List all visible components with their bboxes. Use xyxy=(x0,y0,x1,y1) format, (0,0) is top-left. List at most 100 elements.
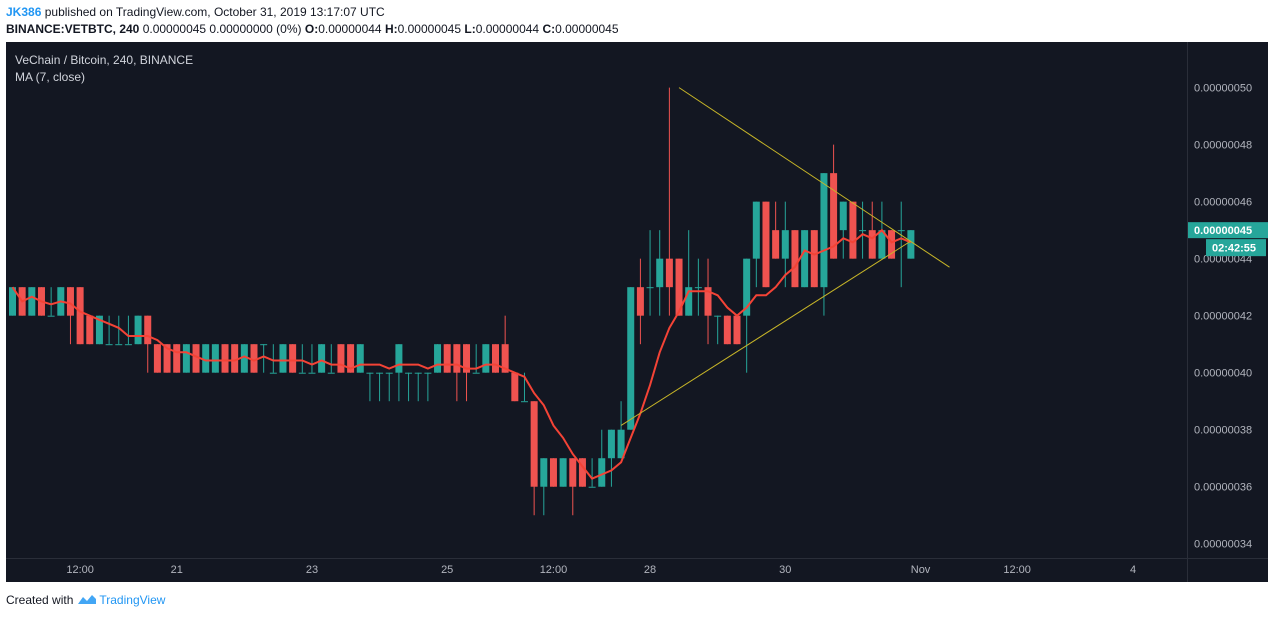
candle-body xyxy=(520,401,528,403)
candle-body xyxy=(540,458,548,487)
candle-body xyxy=(47,315,55,317)
candle-body xyxy=(501,344,509,373)
candle-body xyxy=(704,287,712,316)
c-value: 0.00000045 xyxy=(555,22,619,36)
publish-info: JK386 published on TradingView.com, Octo… xyxy=(6,5,385,19)
candle-body xyxy=(86,315,94,345)
candle-body xyxy=(182,344,190,373)
candle-body xyxy=(144,315,152,345)
candle-body xyxy=(289,344,297,373)
h-value: 0.00000045 xyxy=(397,22,462,36)
candle-body xyxy=(279,344,287,373)
candle-body xyxy=(791,230,799,288)
candle-body xyxy=(192,344,200,373)
price-tick-label: 0.00000050 xyxy=(1194,83,1252,95)
candle-body xyxy=(298,372,306,374)
candle-body xyxy=(337,344,345,373)
candle-body xyxy=(772,230,780,259)
candle-body xyxy=(385,372,393,374)
candle-body xyxy=(202,344,210,373)
candle-body xyxy=(549,458,557,487)
ohlc-line: BINANCE:VETBTC, 240 0.00000045 0.0000000… xyxy=(6,22,619,36)
price-tick-label: 0.00000038 xyxy=(1194,425,1252,437)
candle-body xyxy=(839,201,847,231)
footer: Created with TradingView xyxy=(6,593,165,608)
author-name[interactable]: JK386 xyxy=(6,5,42,19)
candle-body xyxy=(849,201,857,259)
candle-body xyxy=(453,344,461,373)
time-tick-label: 30 xyxy=(779,564,791,576)
time-tick-label: 4 xyxy=(1130,564,1136,576)
trendline-upper xyxy=(678,87,950,268)
candle-body xyxy=(685,287,693,316)
time-tick-label: 12:00 xyxy=(1003,564,1031,576)
candle-body xyxy=(28,287,36,316)
chart-panel[interactable]: 0.00000050 0.00000048 0.00000046 0.00000044… xyxy=(6,42,1268,582)
change-text: 0.00000045 0.00000000 (0%) xyxy=(142,22,302,36)
candle-body xyxy=(124,344,132,346)
candle-body xyxy=(830,173,838,259)
candle-body xyxy=(733,315,741,345)
candle-body xyxy=(76,287,84,345)
price-tick-label: 0.00000034 xyxy=(1194,539,1252,551)
price-tick-label: 0.00000046 xyxy=(1194,197,1252,209)
candle-body xyxy=(694,287,702,289)
published-text: published on TradingView.com, October 31… xyxy=(44,5,385,19)
candle-body xyxy=(888,230,896,259)
candle-body xyxy=(859,230,867,232)
time-tick-label: 23 xyxy=(306,564,318,576)
candle-body xyxy=(395,344,403,373)
candle-body xyxy=(443,344,451,373)
last-price-label: 0.00000045 xyxy=(1194,225,1252,237)
time-tick-label: 25 xyxy=(441,564,453,576)
candle-body xyxy=(95,315,103,345)
trendline-lower xyxy=(620,240,912,426)
price-tick-label: 0.00000048 xyxy=(1194,140,1252,152)
candle-body xyxy=(356,344,364,373)
candle-body xyxy=(115,344,123,346)
candle-body xyxy=(405,372,413,374)
o-value: 0.00000044 xyxy=(318,22,382,36)
candle-body xyxy=(868,230,876,259)
candle-body xyxy=(578,458,586,487)
o-label: O: xyxy=(304,22,319,36)
candle-body xyxy=(221,344,229,373)
candle-body xyxy=(743,258,751,316)
candlestick-chart[interactable]: 0.00000050 0.00000048 0.00000046 0.00000044… xyxy=(6,42,1268,582)
candle-body xyxy=(762,201,770,288)
tradingview-logo-icon xyxy=(77,593,97,608)
candle-body xyxy=(588,486,596,488)
l-label: L: xyxy=(464,22,476,36)
candle-body xyxy=(134,315,142,345)
candle-body xyxy=(530,401,538,487)
candle-body xyxy=(376,372,384,374)
candle-body xyxy=(675,258,683,316)
candle-body xyxy=(598,458,606,487)
candle-body xyxy=(318,344,326,373)
candle-body xyxy=(801,230,809,288)
candle-body xyxy=(66,287,74,316)
candle-body xyxy=(781,230,789,259)
candle-body xyxy=(347,344,355,373)
price-tick-label: 0.00000036 xyxy=(1194,482,1252,494)
chart-legend-title: VeChain / Bitcoin, 240, BINANCE xyxy=(15,53,194,67)
candle-body xyxy=(231,344,239,373)
candle-body xyxy=(260,344,268,346)
candle-body xyxy=(714,315,722,317)
candle-body xyxy=(511,372,519,402)
candle-body xyxy=(907,230,915,259)
created-with-text: Created with xyxy=(6,593,74,607)
candle-body xyxy=(153,344,161,373)
c-label: C: xyxy=(542,22,556,36)
candle-body xyxy=(308,372,316,374)
countdown-label: 02:42:55 xyxy=(1212,243,1256,255)
candle-body xyxy=(211,344,219,373)
candle-body xyxy=(607,429,615,459)
ma-line xyxy=(11,228,912,480)
candle-body xyxy=(820,173,828,288)
candle-body xyxy=(559,458,567,487)
h-label: H: xyxy=(384,22,398,36)
candle-body xyxy=(173,344,181,373)
countdown-badge xyxy=(1206,239,1266,257)
tradingview-link[interactable]: TradingView xyxy=(99,593,166,607)
